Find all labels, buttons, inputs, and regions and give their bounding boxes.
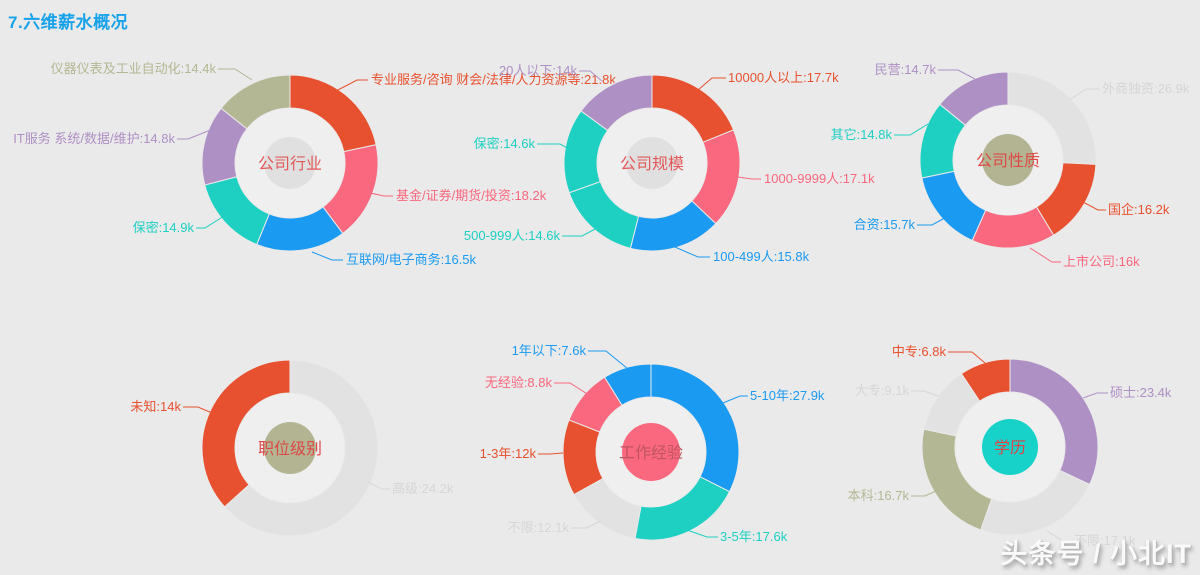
slice-label: 合资:15.7k [854, 217, 916, 232]
slice-label: 国企:16.2k [1108, 202, 1170, 217]
slice-label: 保密:14.6k [474, 136, 536, 151]
donut-center-circle [982, 134, 1034, 186]
slice-label: 10000人以上:17.7k [728, 70, 839, 85]
label-line [948, 351, 986, 364]
label-line [686, 529, 718, 538]
slice-label: 外商独资:26.9k [1102, 81, 1190, 96]
label-line [1029, 247, 1061, 263]
slice-label: 100-499人:15.8k [713, 249, 810, 264]
donut-center-circle [622, 423, 680, 481]
label-line [1082, 201, 1106, 211]
label-line [894, 123, 929, 136]
label-line [737, 176, 761, 180]
slice-label: 3-5年:17.6k [720, 529, 788, 544]
slice-label: 本科:16.7k [848, 488, 910, 503]
donut-center-circle [982, 419, 1038, 475]
pie-slice[interactable] [1009, 358, 1099, 486]
label-line [911, 390, 939, 397]
donut-center-title: 公司性质 [976, 152, 1040, 170]
watermark: 头条号 / 小北IT [1000, 539, 1192, 569]
label-line [369, 192, 393, 197]
label-line [1046, 530, 1072, 542]
donut-chart-company-industry: 公司行业 专业服务/咨询 财会/法律/人力资源等:21.8k 基金/证券/期货/… [13, 61, 616, 267]
label-line [911, 489, 939, 497]
slice-label: 无经验:8.8k [485, 375, 553, 390]
pie-slice[interactable] [939, 71, 1009, 126]
page-title: 7.六维薪水概况 [8, 13, 129, 32]
label-line [367, 481, 390, 490]
donut-center-title: 工作经验 [619, 444, 683, 462]
label-line [311, 251, 343, 261]
label-line [722, 395, 748, 404]
slice-label: 未知:14k [130, 399, 181, 414]
label-line [1070, 88, 1100, 100]
slice-label: 1年以下:7.6k [512, 343, 587, 358]
slice-label: 不限:17.1k [1074, 533, 1136, 548]
slice-label: 专业服务/咨询 财会/法律/人力资源等:21.8k [371, 72, 616, 87]
label-line [697, 77, 726, 91]
label-line [1082, 392, 1108, 399]
slice-label: 5-10年:27.9k [750, 388, 825, 403]
label-line [537, 143, 581, 156]
label-line [538, 452, 564, 455]
donut-chart-position-level: 职位级别 高级:24.2k 未知:14k [130, 359, 454, 537]
label-line [938, 69, 976, 80]
label-line [562, 219, 613, 237]
slice-label: 高级:24.2k [392, 481, 454, 496]
donut-chart-education: 学历 硕士:23.4k 不限:17.1k 本科:16.7k 大专:9.1k 中专… [848, 344, 1172, 548]
donut-center-circle [626, 137, 678, 189]
donut-slices [563, 74, 741, 252]
pie-slice[interactable] [580, 74, 653, 132]
label-line [335, 79, 368, 92]
donut-slices [562, 363, 740, 541]
slice-label: 其它:14.8k [831, 127, 893, 142]
donut-center-title: 职位级别 [258, 440, 322, 458]
slice-label: 硕士:23.4k [1110, 385, 1172, 400]
donut-center-circle [264, 422, 316, 474]
slice-label: 500-999人:14.6k [464, 228, 561, 243]
donut-slices [201, 359, 379, 537]
donut-slices [201, 74, 379, 252]
slice-label: 上市公司:16k [1063, 254, 1140, 269]
pie-slice[interactable] [220, 74, 291, 130]
donut-center-title: 学历 [994, 439, 1026, 457]
slice-label: 保密:14.9k [133, 220, 195, 235]
slice-label: 1-3年:12k [480, 446, 537, 461]
pie-slice[interactable] [603, 363, 652, 406]
slice-label: 互联网/电子商务:16.5k [346, 252, 477, 267]
pie-slice[interactable] [201, 359, 291, 508]
label-line [917, 213, 953, 226]
label-line [579, 70, 603, 82]
label-line [588, 350, 629, 370]
slice-label: 基金/证券/期货/投资:18.2k [396, 188, 547, 203]
slice-label: 中专:6.8k [892, 344, 947, 359]
label-line [177, 128, 214, 140]
slice-label: 大专:9.1k [855, 383, 910, 398]
pie-slice[interactable] [960, 358, 1011, 402]
label-line [571, 520, 602, 529]
label-line [667, 243, 710, 258]
slice-label: 1000-9999人:17.1k [764, 171, 875, 186]
donut-chart-work-experience: 工作经验 5-10年:27.9k 3-5年:17.6k 不限:12.1k 1-3… [480, 343, 825, 544]
donut-center-title: 公司规模 [620, 155, 684, 173]
donut-chart-company-size: 公司规模 10000人以上:17.7k 1000-9999人:17.1k 100… [464, 63, 875, 264]
slice-label: 不限:12.1k [508, 520, 570, 535]
slice-label: 20人以下:14k [499, 63, 578, 78]
donut-center-title: 公司行业 [258, 155, 322, 173]
label-line [183, 406, 213, 414]
donut-center-circle [264, 137, 316, 189]
label-line [196, 215, 225, 229]
pie-slice[interactable] [223, 359, 379, 537]
slice-label: 民营:14.7k [875, 62, 937, 77]
donut-slices [921, 358, 1099, 536]
donut-slices [919, 71, 1097, 249]
label-line [218, 68, 253, 81]
slice-label: IT服务 系统/数据/维护:14.8k [13, 131, 175, 146]
slice-label: 仪器仪表及工业自动化:14.4k [51, 61, 217, 76]
label-line [554, 382, 593, 398]
donut-chart-company-nature: 公司性质 外商独资:26.9k 国企:16.2k 上市公司:16k 合资:15.… [831, 62, 1190, 269]
